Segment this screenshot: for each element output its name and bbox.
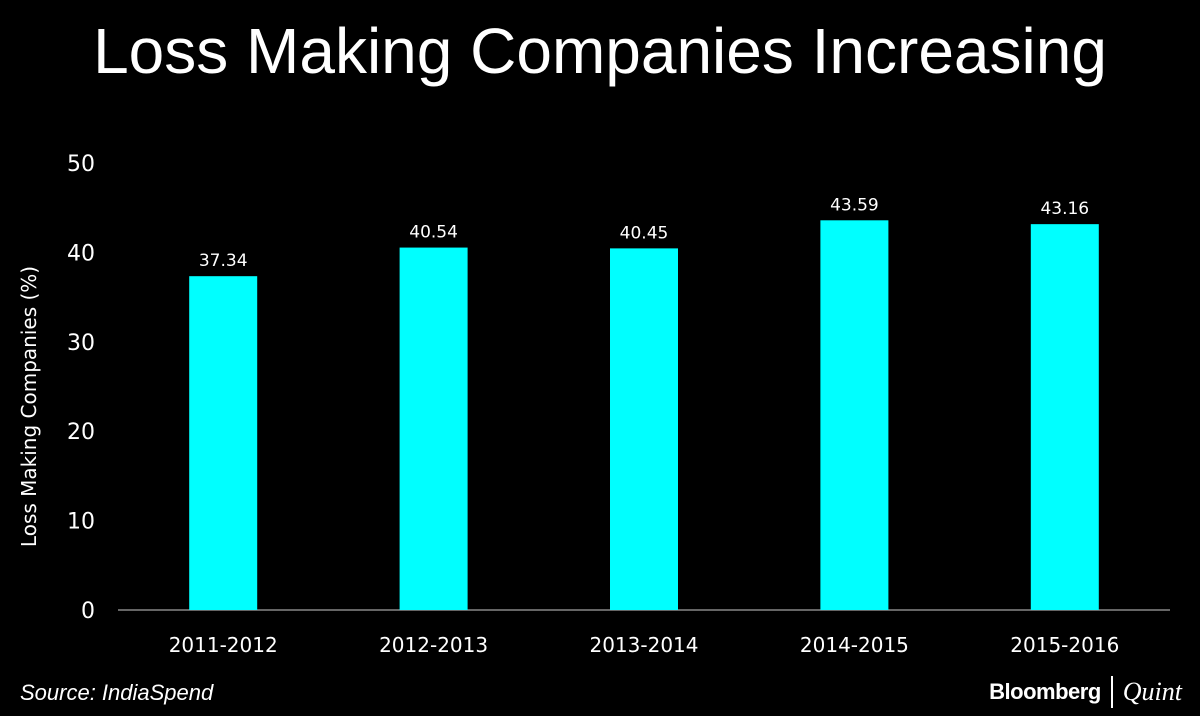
logo-bloomberg: Bloomberg: [989, 679, 1101, 704]
bar: [399, 247, 468, 611]
data-label: 40.45: [620, 223, 669, 243]
bar: [820, 220, 889, 610]
logo-divider: [1110, 676, 1113, 708]
x-tick-label: 2013-2014: [589, 633, 698, 657]
y-tick-label: 0: [81, 599, 95, 624]
logo-quint: Quint: [1122, 677, 1182, 706]
x-tick-label: 2012-2013: [379, 633, 488, 657]
y-tick-label: 30: [67, 331, 95, 356]
y-axis-label: Loss Making Companies (%): [17, 266, 41, 547]
y-tick-label: 40: [67, 241, 95, 266]
data-label: 37.34: [199, 251, 248, 271]
bar: [610, 248, 678, 610]
source-note: Source: IndiaSpend: [20, 680, 214, 705]
data-label: 40.54: [409, 223, 458, 243]
x-tick-label: 2011-2012: [169, 633, 278, 657]
bloomberg-quint-logo: Bloomberg Quint: [989, 676, 1182, 708]
y-tick-label: 20: [67, 420, 95, 445]
data-label: 43.59: [830, 195, 879, 215]
bar: [1030, 224, 1099, 610]
x-tick-label: 2015-2016: [1010, 633, 1119, 657]
chart-title: Loss Making Companies Increasing: [93, 15, 1107, 87]
bar: [189, 276, 258, 610]
y-tick-label: 50: [67, 152, 95, 177]
y-tick-label: 10: [67, 510, 95, 535]
x-tick-label: 2014-2015: [800, 633, 909, 657]
data-label: 43.16: [1040, 199, 1089, 219]
